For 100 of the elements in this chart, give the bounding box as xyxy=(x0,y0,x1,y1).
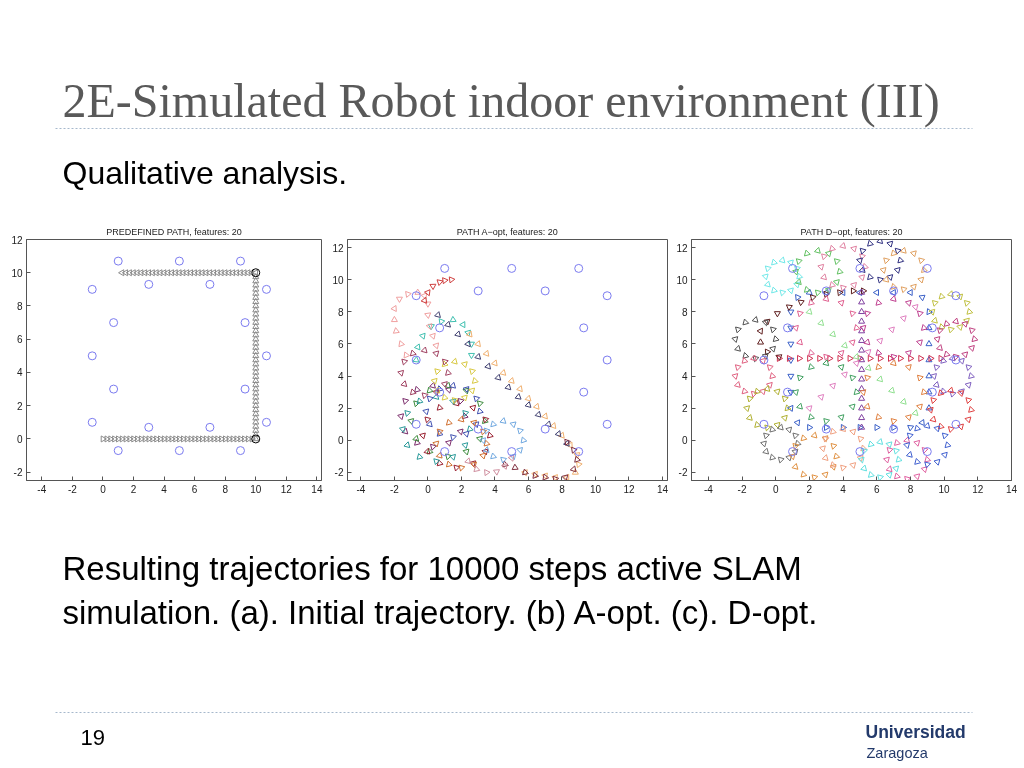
point xyxy=(422,408,430,416)
point xyxy=(483,439,491,447)
point xyxy=(235,256,245,266)
point xyxy=(507,263,517,273)
y-tick-label: 6 xyxy=(681,338,688,350)
point xyxy=(499,417,507,424)
point xyxy=(756,327,763,335)
point xyxy=(404,410,412,417)
point xyxy=(837,354,844,362)
point xyxy=(848,339,856,347)
point xyxy=(961,351,969,359)
point xyxy=(554,430,562,438)
point xyxy=(471,377,479,384)
point xyxy=(796,402,803,410)
point xyxy=(235,446,245,456)
point xyxy=(911,409,919,416)
point xyxy=(764,424,772,432)
point xyxy=(883,257,891,265)
point xyxy=(456,428,464,436)
point xyxy=(773,311,781,318)
point xyxy=(494,373,502,381)
point xyxy=(805,307,813,315)
point xyxy=(411,419,421,429)
point xyxy=(541,412,548,420)
x-tick-label: 12 xyxy=(972,483,984,495)
point xyxy=(908,354,915,362)
point xyxy=(849,428,857,436)
point xyxy=(499,369,507,376)
point xyxy=(787,389,795,397)
point xyxy=(445,369,452,376)
point xyxy=(872,289,879,297)
point xyxy=(473,286,483,296)
point xyxy=(781,395,789,403)
point xyxy=(438,318,446,326)
point xyxy=(951,419,961,429)
point xyxy=(853,324,861,331)
point xyxy=(968,372,975,380)
point xyxy=(931,300,939,307)
point xyxy=(947,386,954,394)
point xyxy=(899,397,907,405)
text: Universidad xyxy=(865,721,966,742)
point xyxy=(484,362,491,370)
point xyxy=(792,432,800,440)
point xyxy=(882,275,890,283)
point xyxy=(507,377,515,384)
point xyxy=(867,440,875,448)
point xyxy=(833,279,840,286)
point xyxy=(888,386,895,394)
point xyxy=(770,326,777,334)
point xyxy=(763,280,771,288)
point xyxy=(407,418,415,425)
point xyxy=(864,310,872,318)
point xyxy=(907,424,915,432)
point xyxy=(402,398,410,405)
point xyxy=(144,279,154,289)
point xyxy=(462,448,470,456)
point xyxy=(113,446,123,456)
chart-title: PATH D−opt, features: 20 xyxy=(800,226,903,237)
point xyxy=(453,464,461,472)
point xyxy=(849,462,857,469)
x-tick-label: 0 xyxy=(772,483,779,495)
point xyxy=(867,354,874,362)
point xyxy=(113,256,123,266)
point xyxy=(469,404,477,412)
point xyxy=(769,372,777,380)
point xyxy=(468,387,476,395)
point xyxy=(424,301,432,308)
point xyxy=(964,416,972,424)
point xyxy=(888,326,895,334)
point xyxy=(817,319,825,326)
point xyxy=(741,356,749,364)
point xyxy=(516,447,524,454)
point xyxy=(418,332,426,340)
point xyxy=(769,345,776,353)
point xyxy=(836,267,844,275)
point xyxy=(830,443,838,450)
point xyxy=(414,385,421,393)
point xyxy=(858,394,866,401)
point xyxy=(864,364,872,371)
point xyxy=(797,310,804,318)
x-tick-label: -4 xyxy=(37,483,47,495)
point xyxy=(420,346,428,354)
point xyxy=(810,431,818,439)
point xyxy=(925,339,933,347)
x-tick-label: 0 xyxy=(100,483,107,495)
point xyxy=(876,337,884,345)
point xyxy=(467,352,475,360)
point xyxy=(823,418,831,425)
point xyxy=(771,258,778,266)
point xyxy=(484,469,491,477)
point xyxy=(813,246,821,254)
point xyxy=(403,441,411,449)
point xyxy=(876,438,884,445)
point xyxy=(579,387,589,397)
point xyxy=(863,338,871,346)
point xyxy=(971,335,979,343)
point xyxy=(450,357,458,365)
point xyxy=(849,374,857,382)
point xyxy=(409,349,417,357)
point xyxy=(441,393,449,401)
